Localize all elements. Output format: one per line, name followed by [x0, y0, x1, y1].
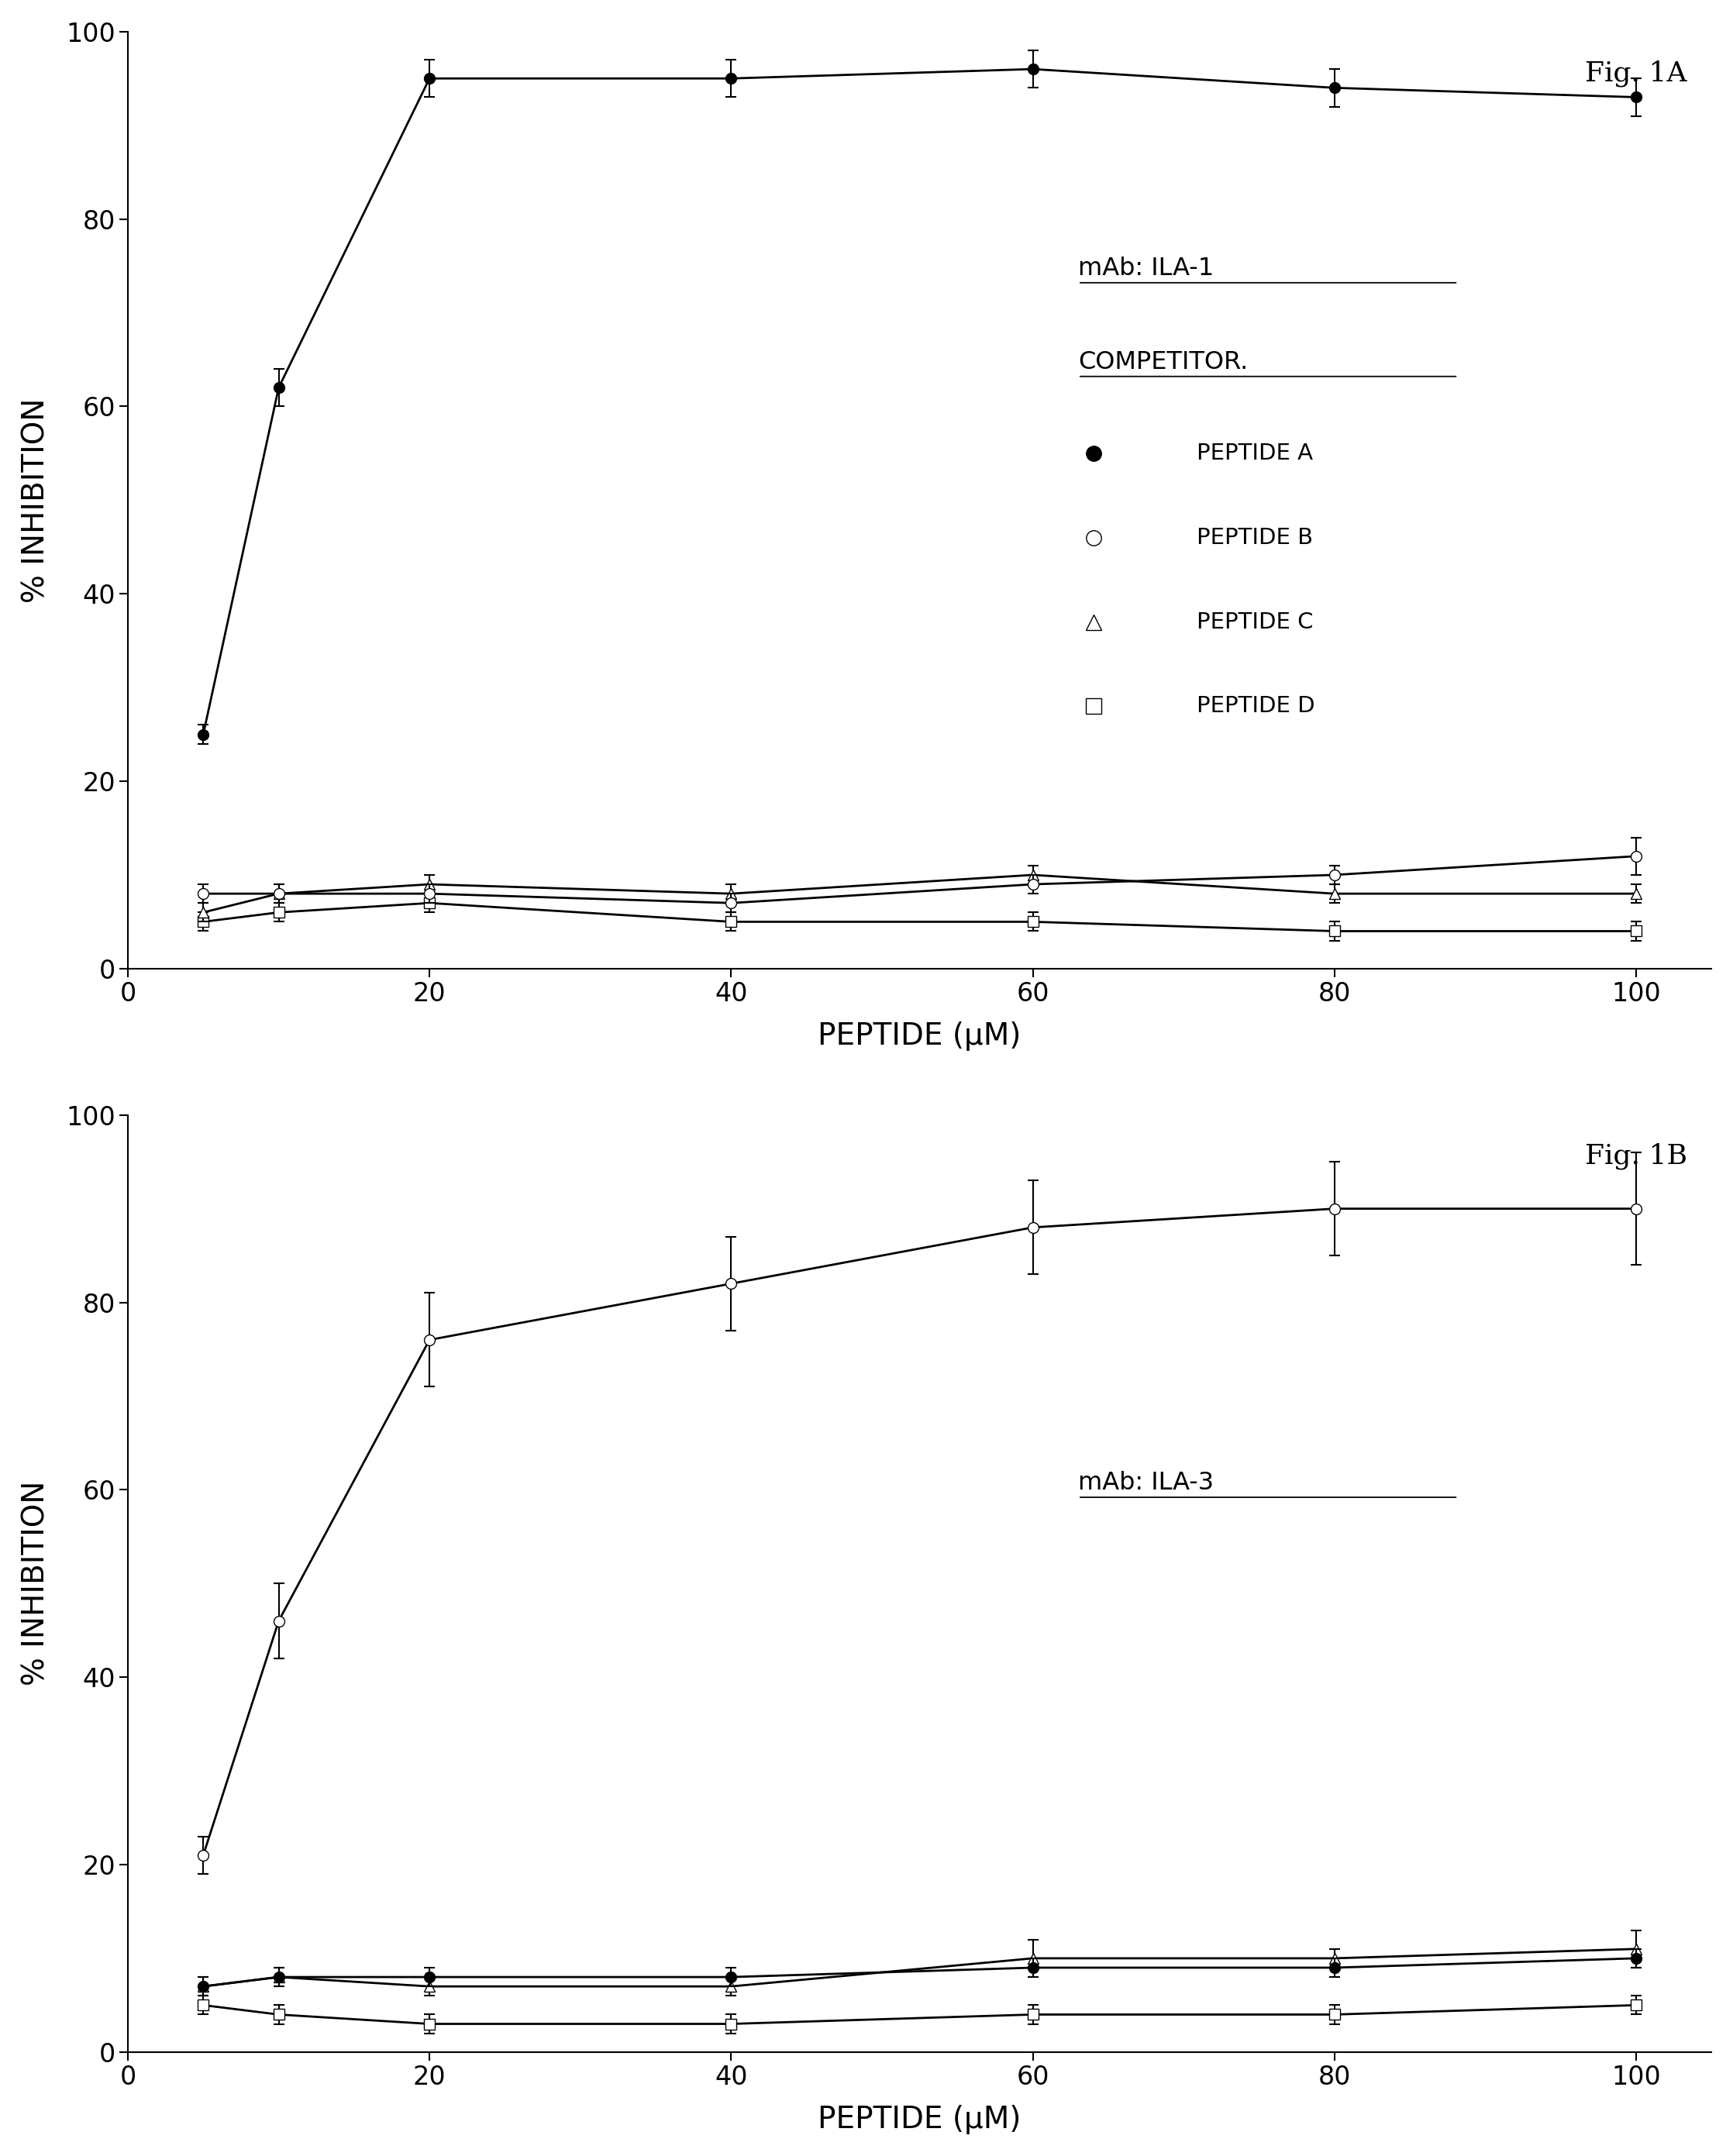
Y-axis label: % INHIBITION: % INHIBITION	[21, 1481, 50, 1686]
Text: PEPTIDE B: PEPTIDE B	[1198, 526, 1314, 548]
X-axis label: PEPTIDE (μM): PEPTIDE (μM)	[818, 2104, 1021, 2134]
Text: COMPETITOR.: COMPETITOR.	[1078, 349, 1248, 375]
Text: mAb: ILA-3: mAb: ILA-3	[1078, 1470, 1213, 1494]
X-axis label: PEPTIDE (μM): PEPTIDE (μM)	[818, 1022, 1021, 1052]
Text: PEPTIDE C: PEPTIDE C	[1198, 610, 1314, 632]
Text: PEPTIDE A: PEPTIDE A	[1198, 442, 1314, 464]
Text: Fig. 1A: Fig. 1A	[1584, 60, 1686, 86]
Text: PEPTIDE D: PEPTIDE D	[1198, 696, 1315, 718]
Text: mAb: ILA-1: mAb: ILA-1	[1078, 257, 1213, 280]
Text: Fig. 1B: Fig. 1B	[1584, 1143, 1688, 1171]
Y-axis label: % INHIBITION: % INHIBITION	[21, 397, 50, 602]
